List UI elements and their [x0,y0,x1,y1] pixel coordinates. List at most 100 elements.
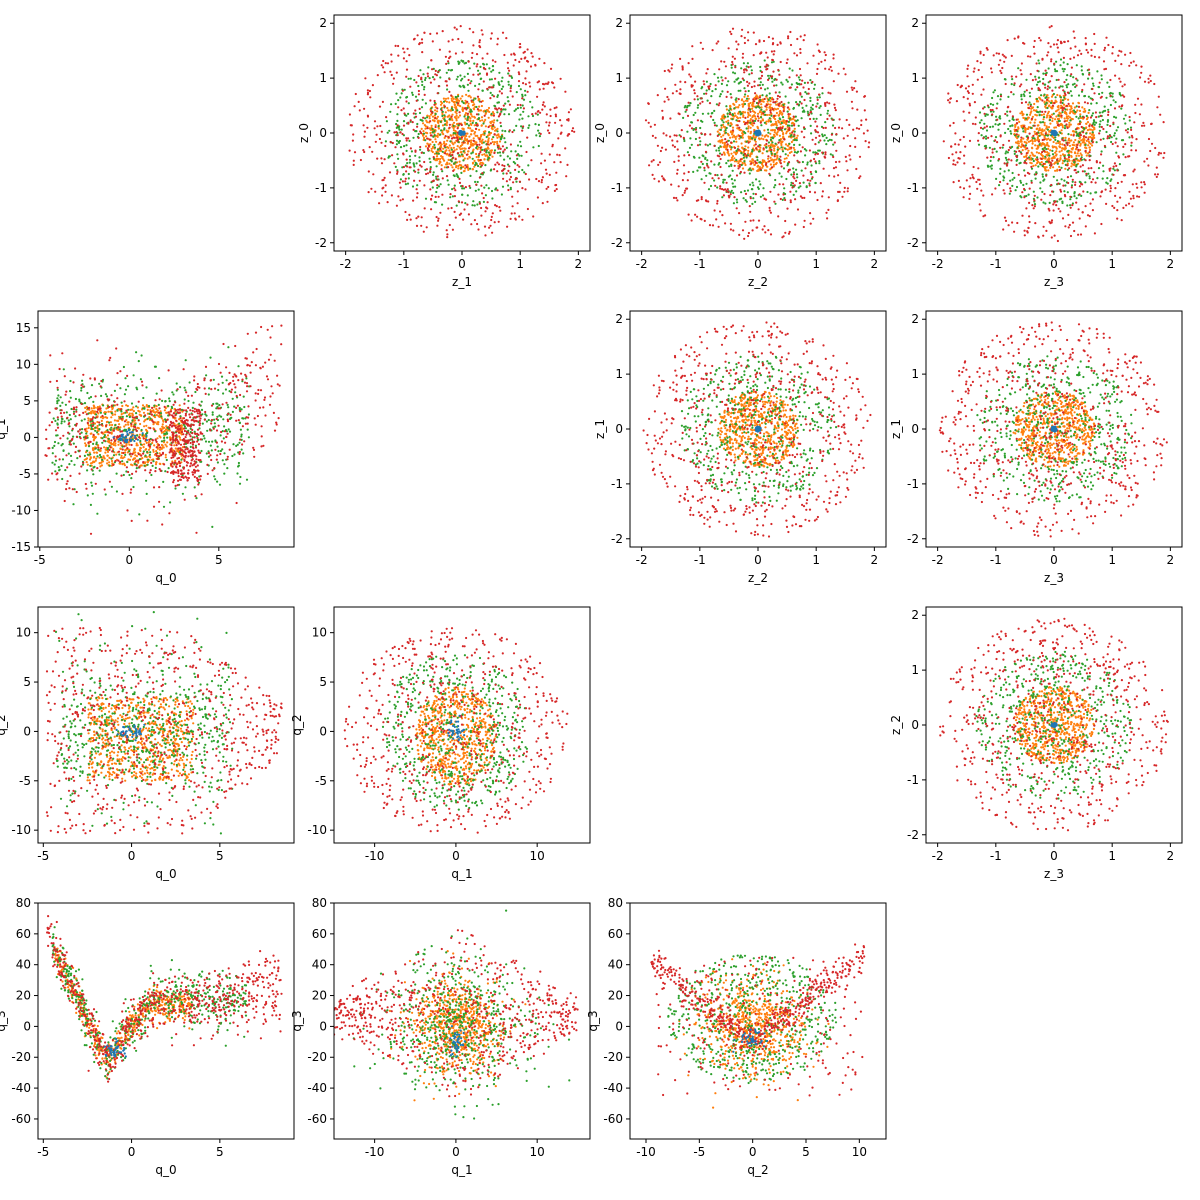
data-point [1073,191,1076,194]
data-point [793,130,796,133]
data-point [478,138,481,141]
data-point [1077,159,1080,162]
data-point [731,55,734,58]
data-point [509,175,513,179]
data-point [1061,126,1064,129]
data-point [1128,190,1131,193]
data-point [704,150,708,153]
data-point [667,98,670,101]
data-point [415,224,419,227]
data-point [1038,127,1041,130]
data-point [1101,118,1104,122]
data-point [422,230,425,233]
data-point [811,138,814,141]
data-point [763,159,766,162]
data-point [767,119,770,122]
data-point [706,68,709,71]
y-tick-label: 0 [319,126,327,140]
data-point [779,41,782,44]
data-point [1082,137,1085,140]
data-point [1067,213,1070,216]
data-point [479,159,482,162]
data-point [1056,179,1059,182]
data-point [520,125,523,128]
data-point [846,190,849,193]
data-point [478,152,481,155]
data-point [1056,46,1059,49]
data-point [475,105,478,109]
data-point [518,165,521,168]
data-point [1124,122,1127,125]
data-point [730,141,733,144]
data-point [456,138,459,141]
data-point [745,97,749,100]
data-point [538,135,542,138]
data-point [350,124,353,127]
data-point [1109,184,1112,187]
data-point [709,115,713,118]
data-point [518,215,521,218]
data-point [778,102,781,105]
data-point [743,189,746,193]
data-point [536,110,539,113]
data-point [763,129,766,132]
data-point [480,141,484,144]
data-point [416,122,419,126]
data-point [755,178,758,181]
data-point [730,66,733,69]
data-point [1020,93,1023,96]
data-point [805,104,808,107]
data-point [815,72,819,75]
data-point [747,146,750,149]
data-point [767,98,770,101]
data-point [1033,194,1036,197]
data-point [724,77,727,80]
data-point [526,90,529,93]
data-point [693,156,696,159]
data-point [824,104,827,107]
data-point [1004,112,1007,116]
data-point [1011,78,1014,81]
data-point [987,165,990,168]
data-point [1093,126,1096,130]
data-point [482,66,485,69]
data-point [439,141,442,144]
data-point [703,92,706,95]
data-point [456,75,459,78]
data-point [439,211,442,214]
data-point [688,104,691,107]
data-point [478,143,481,146]
data-point [480,184,483,187]
data-point [745,200,748,203]
data-point [460,41,464,44]
data-point [1066,108,1069,111]
data-point [491,111,495,114]
data-point [1036,147,1039,150]
data-point [1078,109,1082,112]
data-point [1063,120,1066,123]
data-point [484,194,487,197]
data-point [661,175,664,178]
data-point [458,160,461,163]
data-point [1040,113,1043,117]
data-point [795,139,798,142]
data-point [437,185,441,188]
data-point [1015,154,1018,158]
data-point [719,185,722,188]
data-point [437,217,440,220]
data-point [726,188,729,191]
data-point [768,206,771,209]
data-point [479,119,482,122]
data-point [443,140,446,143]
data-point [439,183,442,186]
data-point [1080,90,1084,93]
data-point [731,158,734,162]
data-point [389,70,392,73]
data-point [1046,106,1049,110]
data-point [1017,127,1020,130]
data-point [424,125,427,128]
data-point [740,163,743,167]
data-point [386,131,389,134]
data-point [420,77,423,81]
data-point [768,160,771,163]
